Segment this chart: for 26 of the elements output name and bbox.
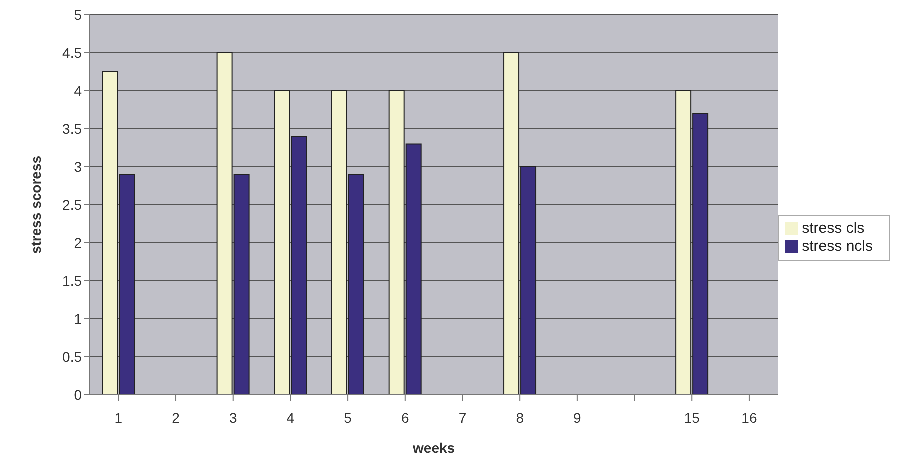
- y-tick-label: 2: [74, 234, 82, 251]
- y-tick-label: 0: [74, 386, 82, 403]
- x-tick-label: 5: [344, 410, 352, 426]
- y-tick-label: 3: [74, 158, 82, 175]
- x-axis-title: weeks: [412, 440, 456, 456]
- y-tick-label: 5: [74, 6, 82, 23]
- x-tick-label: 15: [684, 410, 700, 426]
- y-tick-label: 2.5: [62, 196, 82, 213]
- y-tick-label: 0.5: [62, 348, 82, 365]
- x-tick-label: 2: [172, 410, 180, 426]
- y-axis-title: stress scoress: [28, 156, 44, 254]
- x-tick-label: 1: [114, 410, 123, 426]
- y-tick-label: 1.5: [62, 272, 82, 289]
- x-tick-label: 9: [574, 410, 582, 426]
- y-tick-label: 4.5: [62, 44, 82, 61]
- y-tick-label: 1: [74, 310, 82, 327]
- x-tick-label: 6: [402, 410, 410, 426]
- x-tick-label: 8: [516, 410, 524, 426]
- x-tick-label: 7: [458, 410, 467, 426]
- legend-label: stress cls: [802, 220, 865, 236]
- y-tick-label: 3.5: [62, 120, 82, 137]
- x-tick-label: 16: [742, 410, 758, 426]
- x-tick-label: 4: [286, 410, 295, 426]
- legend-label: stress ncls: [802, 238, 873, 254]
- y-tick-label: 4: [74, 82, 82, 99]
- x-tick-label: 3: [229, 410, 238, 426]
